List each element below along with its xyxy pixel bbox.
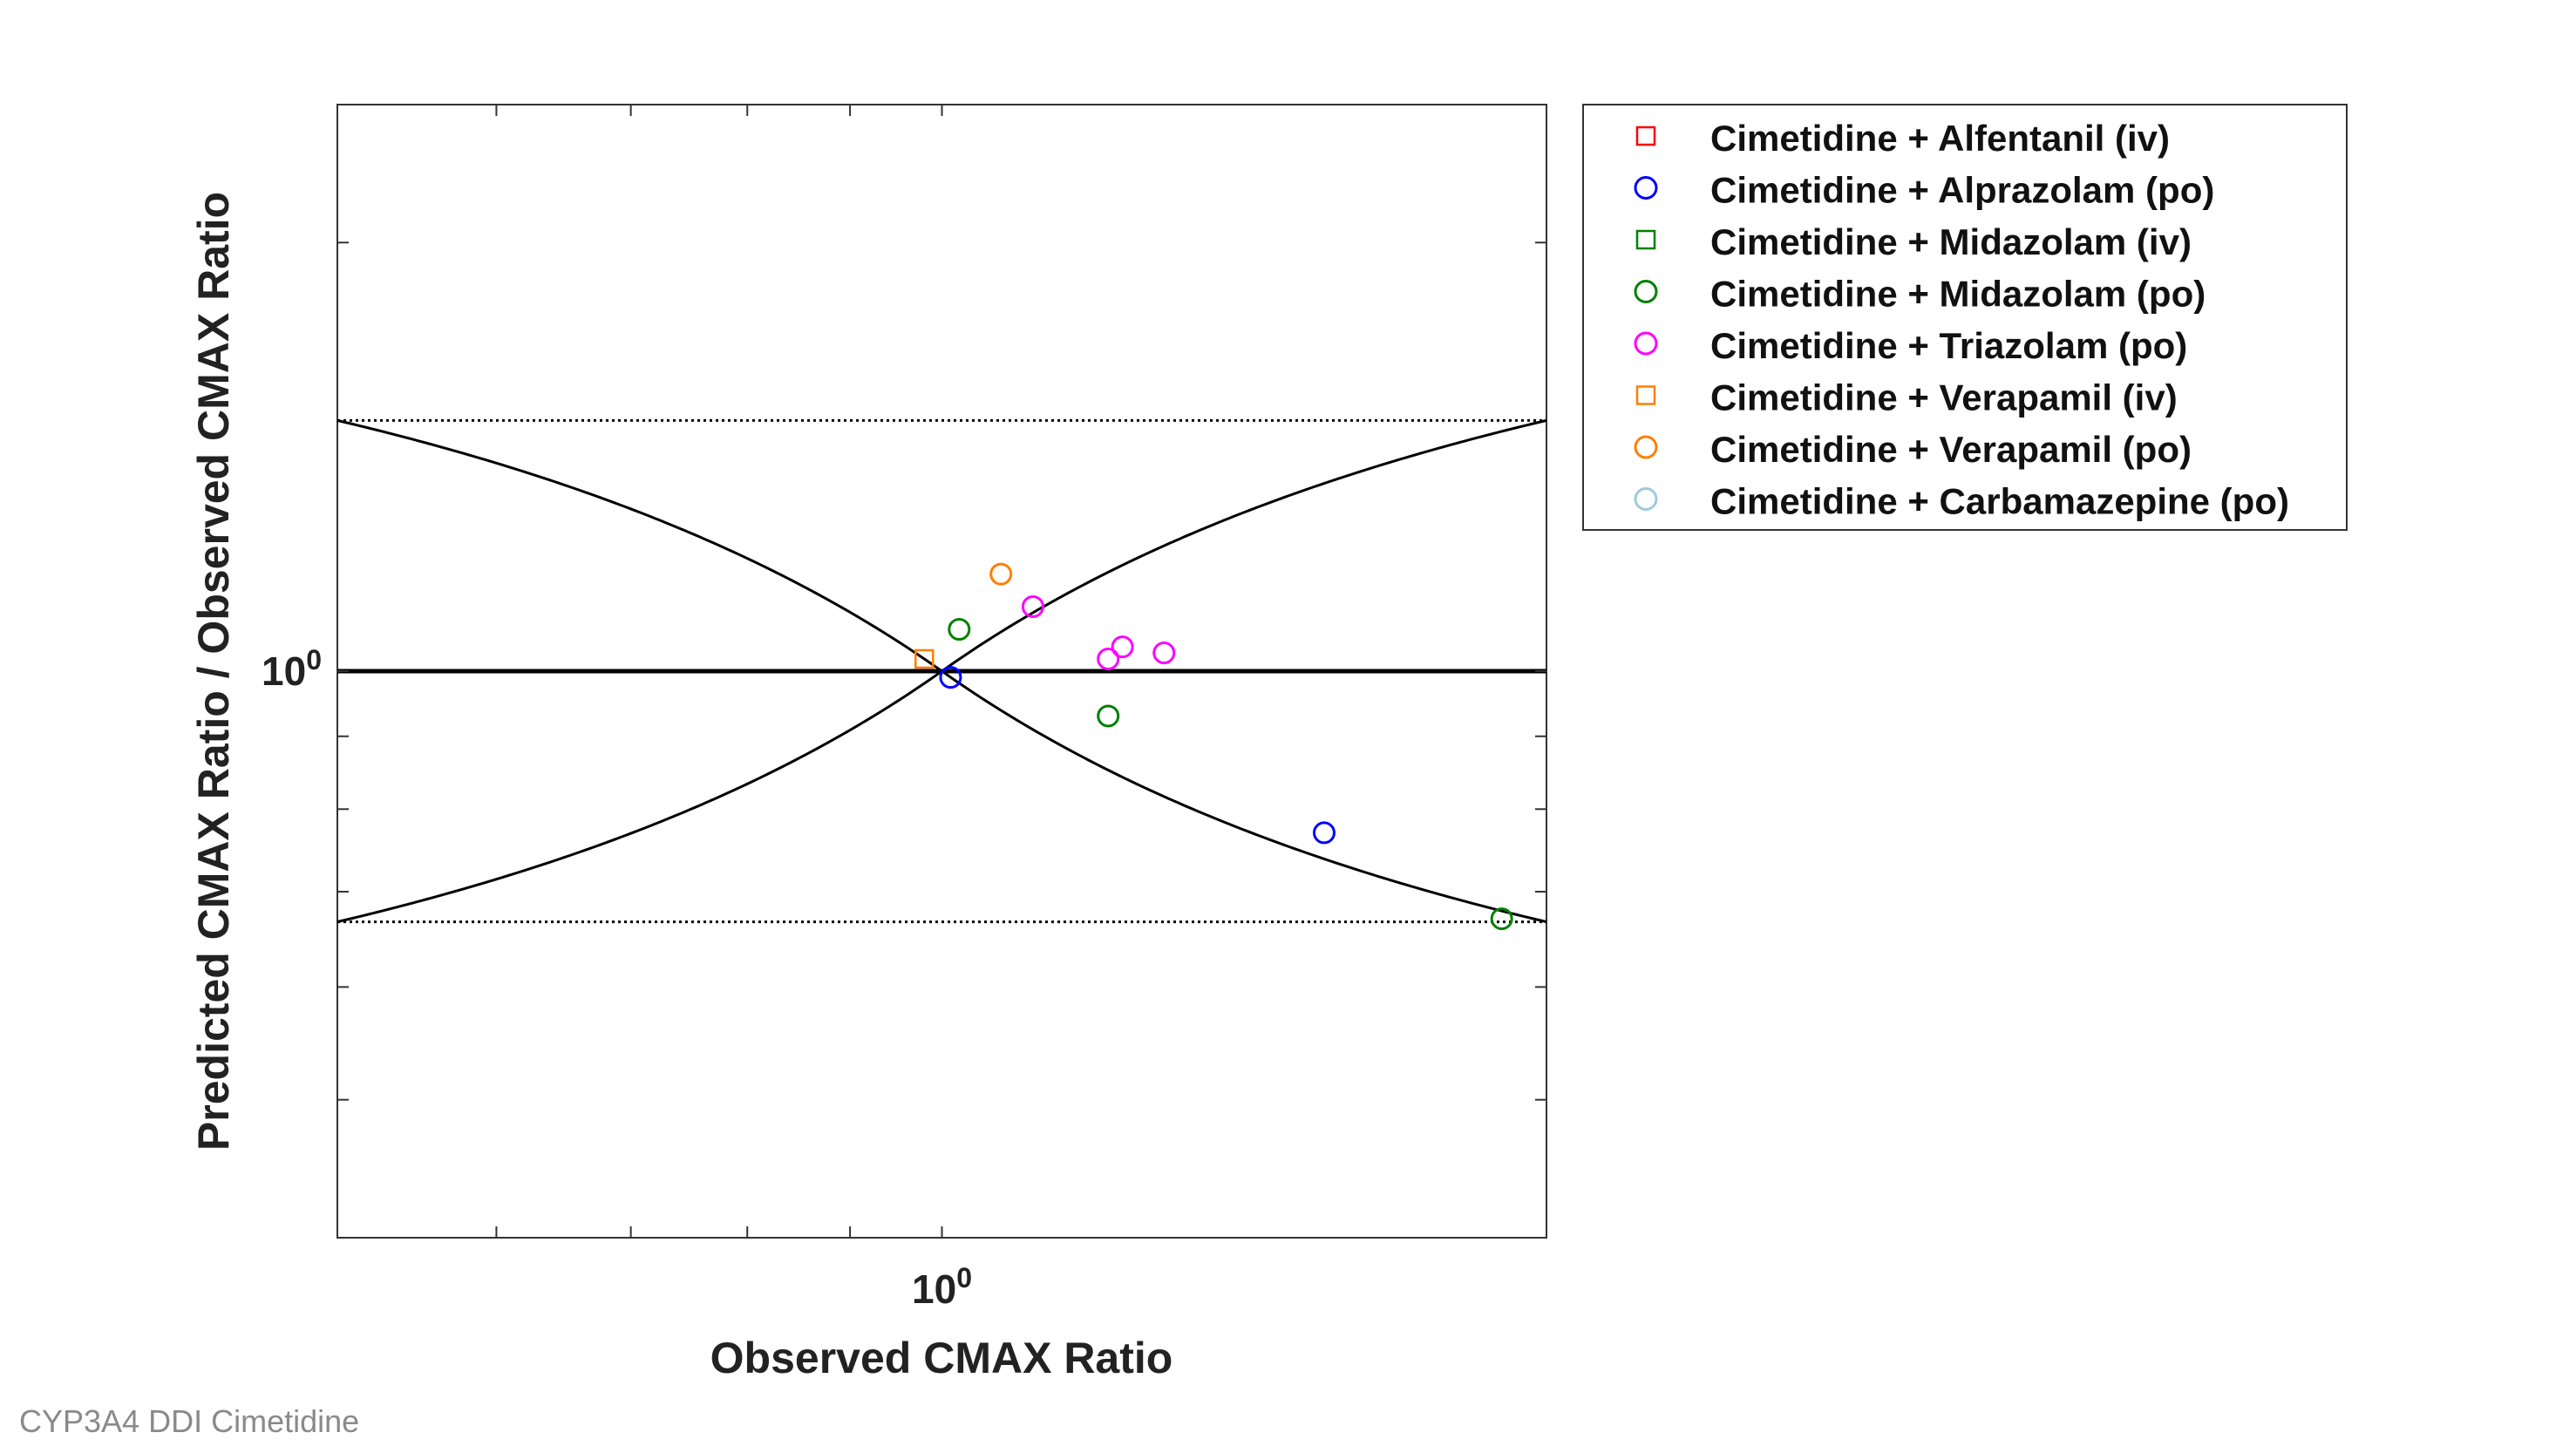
legend-entry-label: Cimetidine + Alfentanil (iv) bbox=[1710, 118, 2170, 159]
data-points bbox=[914, 562, 1513, 931]
legend-marker-circle bbox=[1634, 331, 1658, 356]
y-axis-label: Predicted CMAX Ratio / Observed CMAX Rat… bbox=[189, 192, 238, 1151]
data-point-square bbox=[914, 648, 935, 669]
y-tick-label: 100 bbox=[262, 644, 322, 694]
legend-marker-square bbox=[1635, 385, 1656, 405]
x-axis-label: Observed CMAX Ratio bbox=[710, 1334, 1173, 1382]
legend-entry-label: Cimetidine + Alprazolam (po) bbox=[1710, 170, 2214, 211]
data-point-circle bbox=[1097, 647, 1120, 670]
data-point-circle bbox=[1312, 821, 1336, 845]
legend: Cimetidine + Alfentanil (iv) Cimetidine +… bbox=[1582, 104, 2348, 531]
legend-marker-circle bbox=[1634, 280, 1658, 303]
x-tick-label: 100 bbox=[912, 1262, 972, 1312]
legend-entry-label: Cimetidine + Carbamazepine (po) bbox=[1710, 481, 2289, 522]
legend-marker-circle bbox=[1634, 435, 1658, 459]
data-point-circle bbox=[1490, 907, 1513, 931]
data-point-circle bbox=[948, 618, 971, 642]
data-point-circle bbox=[939, 666, 962, 689]
axis-ticks bbox=[337, 105, 1547, 1238]
legend-marker-circle bbox=[1634, 176, 1658, 200]
data-point-circle bbox=[1097, 704, 1120, 728]
data-point-circle bbox=[1152, 642, 1176, 665]
legend-entry-label: Cimetidine + Verapamil (po) bbox=[1710, 429, 2192, 470]
data-point-circle bbox=[1111, 635, 1134, 659]
data-point-circle bbox=[989, 562, 1013, 586]
legend-entry-label: Cimetidine + Midazolam (iv) bbox=[1710, 221, 2192, 262]
legend-entry-label: Cimetidine + Triazolam (po) bbox=[1710, 325, 2187, 366]
legend-entry-label: Cimetidine + Verapamil (iv) bbox=[1710, 377, 2178, 418]
footer-caption: CYP3A4 DDI Cimetidine bbox=[19, 1403, 360, 1439]
legend-marker-square bbox=[1635, 126, 1656, 146]
legend-marker-circle bbox=[1634, 487, 1658, 511]
data-point-circle bbox=[1021, 594, 1044, 618]
legend-entry-label: Cimetidine + Midazolam (po) bbox=[1710, 274, 2206, 315]
legend-marker-square bbox=[1635, 229, 1656, 250]
legend-box bbox=[1582, 104, 2348, 531]
